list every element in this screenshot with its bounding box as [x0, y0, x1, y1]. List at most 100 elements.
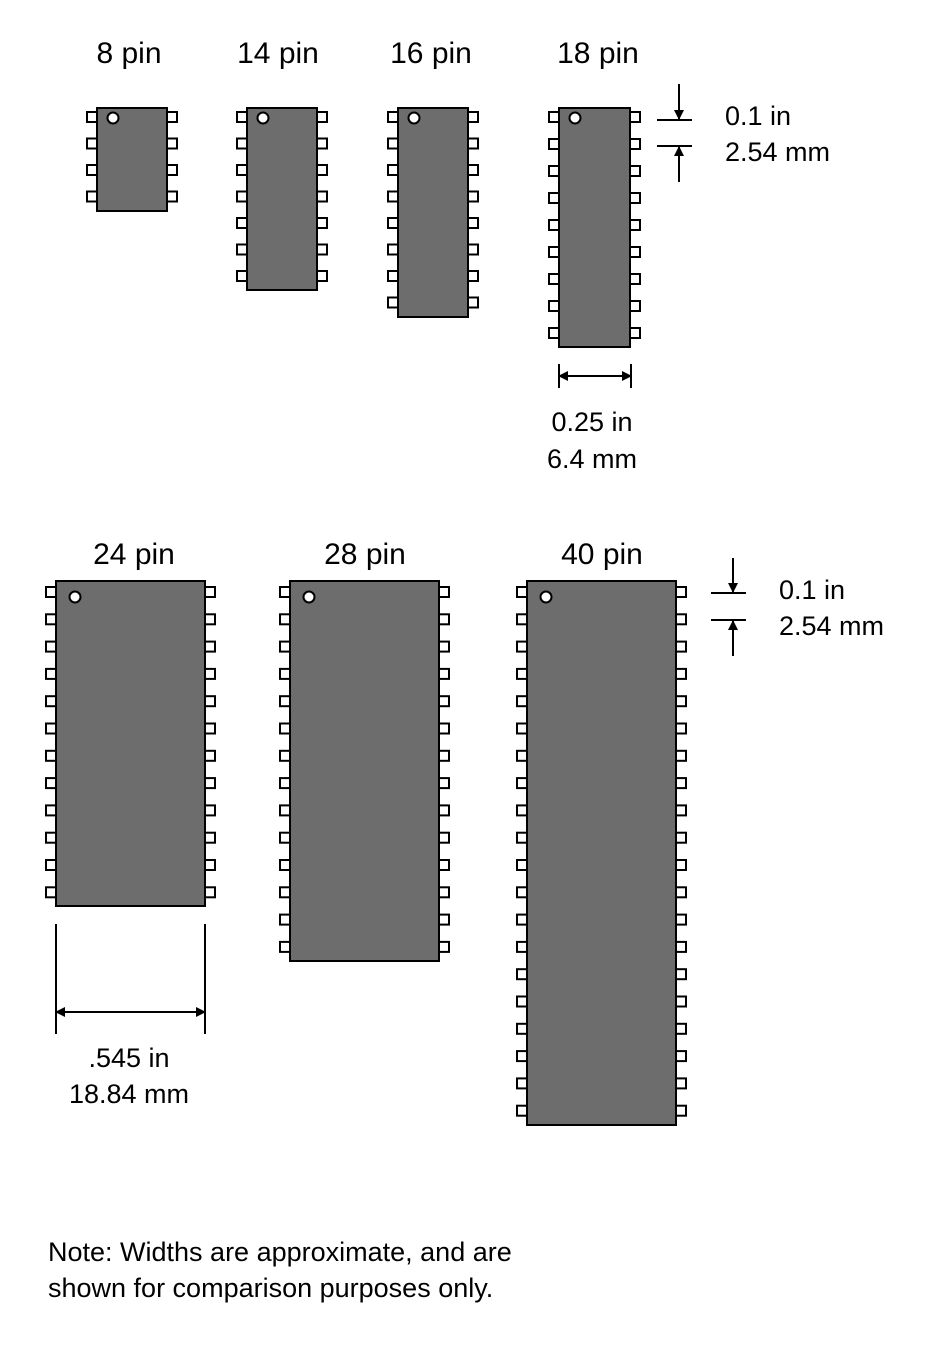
pin-right [675, 613, 687, 626]
pin-right [675, 749, 687, 762]
pin-left [548, 273, 560, 285]
pin-left [279, 640, 291, 653]
pin-right [675, 913, 687, 926]
note-line-2: shown for comparison purposes only. [48, 1273, 494, 1303]
pin1-indicator-icon [256, 111, 270, 125]
pin-right [438, 886, 450, 899]
pin-left [548, 300, 560, 312]
chip-body [289, 580, 440, 962]
chip-body [526, 580, 677, 1126]
pin-right [675, 1104, 687, 1117]
pin-right [629, 192, 641, 204]
pin-left [516, 586, 528, 598]
pin-left [45, 613, 57, 626]
pin-left [516, 749, 528, 762]
pin-left [548, 165, 560, 177]
pin-right [438, 859, 450, 871]
pin-right [438, 777, 450, 790]
narrow-width-inches: 0.25 in [551, 407, 632, 437]
chip-16-pin [387, 107, 479, 318]
pin-left [516, 1104, 528, 1117]
chip-40-pin [516, 580, 687, 1126]
pin1-indicator-icon [68, 590, 82, 604]
pin-left [279, 940, 291, 953]
pin-left [279, 613, 291, 626]
pitch-bottom-inches: 0.1 in [779, 575, 845, 605]
pin-left [516, 1050, 528, 1063]
pin-left [387, 296, 399, 309]
pin-left [516, 913, 528, 926]
pin-right [204, 667, 216, 680]
comparison-note: Note: Widths are approximate, and are sh… [48, 1234, 748, 1306]
package-label-16: 16 pin [390, 37, 472, 70]
package-label-28: 28 pin [324, 538, 406, 571]
pin-left [387, 217, 399, 229]
pin-right [204, 749, 216, 762]
package-label-40: 40 pin [561, 538, 643, 571]
pin-right [629, 219, 641, 231]
pin-left [45, 831, 57, 844]
pin-right [675, 667, 687, 680]
pin1-indicator-icon [539, 590, 553, 604]
chip-24-pin [45, 580, 216, 907]
pin-right [166, 190, 178, 203]
pin-right [675, 1050, 687, 1063]
pin-left [279, 667, 291, 680]
pin-right [675, 968, 687, 981]
wide-width-dimension [55, 924, 206, 1034]
pin-right [675, 886, 687, 899]
pin-left [279, 722, 291, 735]
pin-left [548, 327, 560, 339]
pin-right [438, 695, 450, 708]
pin-left [516, 968, 528, 981]
pin-right [204, 613, 216, 626]
pin-left [45, 804, 57, 817]
chip-body [246, 107, 318, 291]
pin-left [45, 722, 57, 735]
pin-right [204, 886, 216, 899]
pin-left [236, 111, 248, 123]
pin-right [675, 722, 687, 735]
pin-right [675, 1022, 687, 1035]
pin-left [516, 695, 528, 708]
pin-left [548, 138, 560, 150]
pin-left [387, 190, 399, 203]
pin-left [279, 913, 291, 926]
pin-left [45, 586, 57, 598]
pin1-indicator-icon [302, 590, 316, 604]
pin-left [86, 111, 98, 123]
package-label-24: 24 pin [93, 538, 175, 571]
pin-right [467, 111, 479, 123]
narrow-width-dimension [558, 364, 632, 388]
pin1-indicator-icon [106, 111, 120, 125]
pin-left [387, 164, 399, 176]
note-line-1: Note: Widths are approximate, and are [48, 1237, 512, 1267]
pin-right [438, 749, 450, 762]
pin-right [204, 777, 216, 790]
pin-left [387, 137, 399, 150]
pin-left [516, 777, 528, 790]
pin-left [548, 219, 560, 231]
pin-right [629, 273, 641, 285]
pin-right [166, 164, 178, 176]
pin-left [548, 246, 560, 258]
pin-right [316, 217, 328, 229]
pin-right [675, 586, 687, 598]
pin-right [204, 695, 216, 708]
pin-right [675, 831, 687, 844]
package-label-18: 18 pin [557, 37, 639, 70]
chip-14-pin [236, 107, 328, 291]
pin-right [467, 243, 479, 256]
pin-right [675, 1077, 687, 1090]
pin-right [204, 831, 216, 844]
pin-left [279, 886, 291, 899]
pin-right [467, 296, 479, 309]
package-label-14: 14 pin [237, 37, 319, 70]
pin-left [516, 1077, 528, 1090]
pin-left [45, 640, 57, 653]
pin-left [236, 270, 248, 282]
pin1-indicator-icon [568, 111, 582, 125]
pin-right [438, 913, 450, 926]
chip-body [96, 107, 168, 212]
